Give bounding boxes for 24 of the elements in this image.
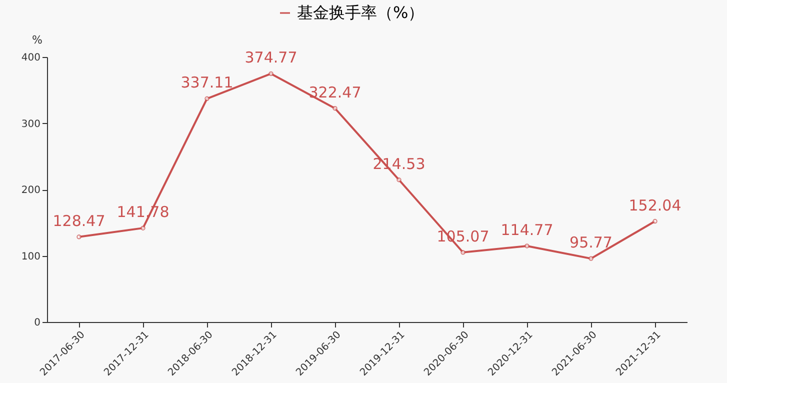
point <box>76 234 82 240</box>
point <box>140 226 146 230</box>
point <box>332 106 338 111</box>
point <box>524 244 530 248</box>
y-tick-label: 300 <box>21 118 40 130</box>
y-tick-label: 400 <box>21 52 40 64</box>
y-tick-label: 100 <box>21 251 40 262</box>
point <box>652 218 658 224</box>
y-tick-label: 0 <box>34 318 40 328</box>
data-label: 322.47 <box>308 83 362 102</box>
point <box>588 256 594 261</box>
point <box>460 250 466 255</box>
data-label: 95.77 <box>570 234 612 252</box>
y-axis-title: % <box>32 34 42 46</box>
point <box>204 96 210 102</box>
data-label: 374.77 <box>244 48 298 67</box>
data-label: 114.77 <box>500 220 554 239</box>
point <box>396 178 402 182</box>
data-label: 337.11 <box>180 74 234 92</box>
data-label: 152.04 <box>628 196 682 214</box>
point <box>268 71 274 76</box>
data-label: 128.47 <box>52 212 106 230</box>
legend-label: 基金换手率（%） <box>297 3 424 22</box>
y-tick-label: 200 <box>21 185 40 196</box>
